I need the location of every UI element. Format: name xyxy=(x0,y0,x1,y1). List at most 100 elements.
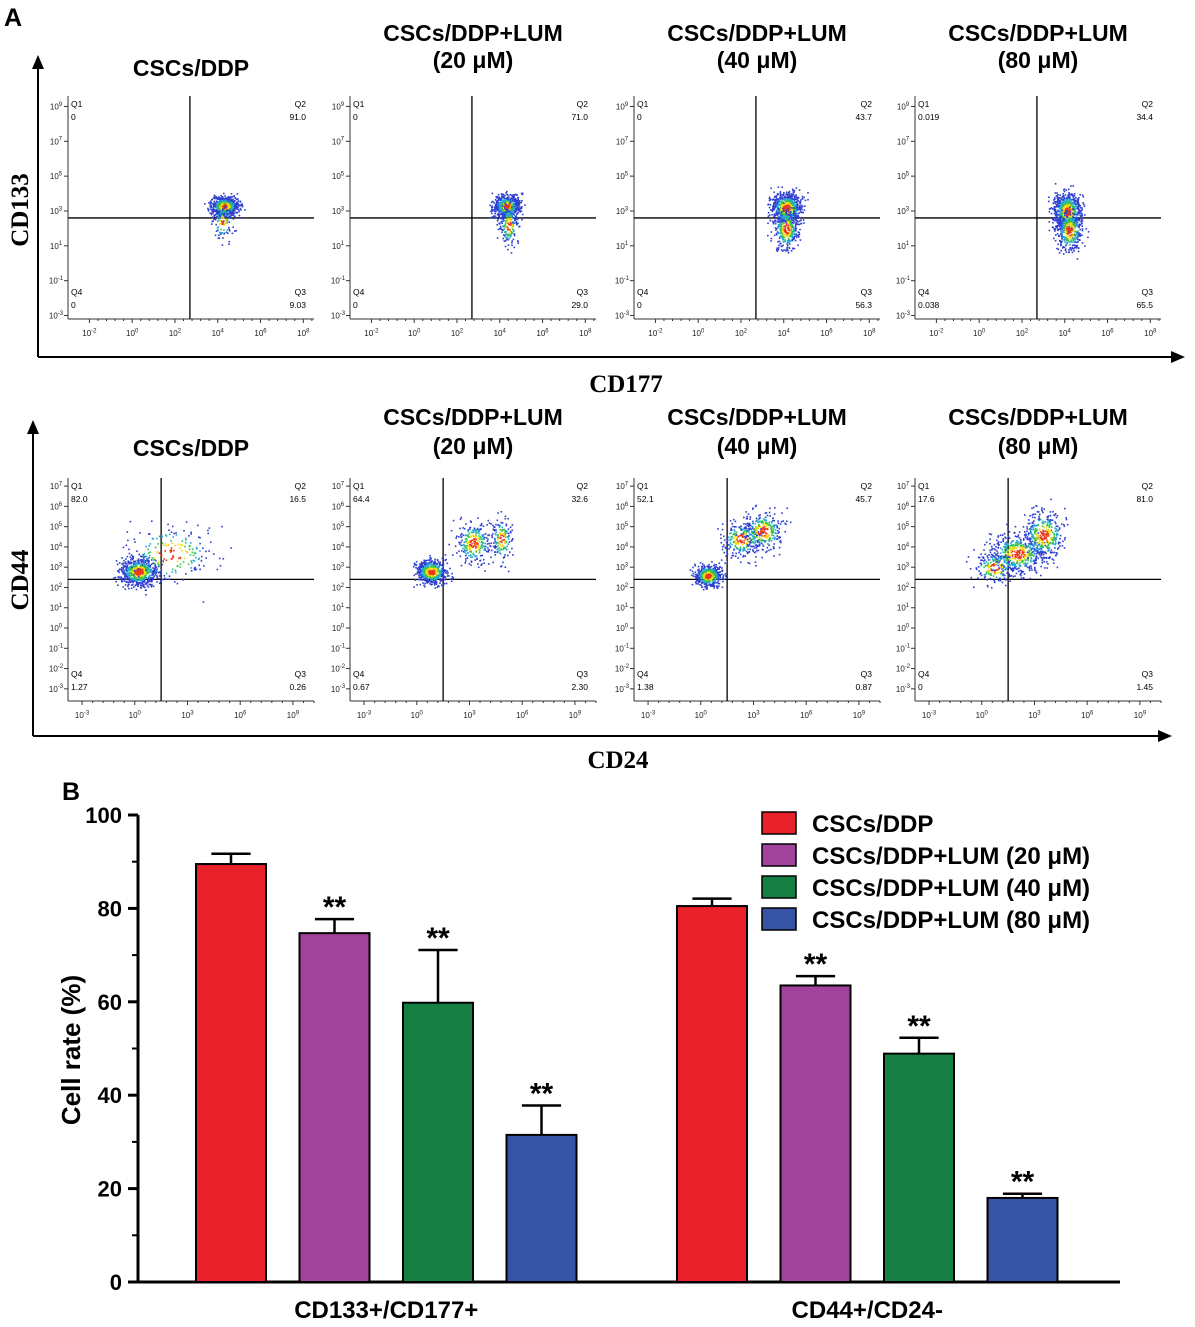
q1-name: Q1 xyxy=(637,481,649,491)
panel-title: CSCs/DDP xyxy=(133,55,249,81)
q3-value: 65.5 xyxy=(1136,300,1153,310)
q1-name: Q1 xyxy=(918,99,930,109)
flow-panel: CSCs/DDP+LUM (80 μM) 10-3 100 103 106 109 107 10… xyxy=(896,404,1162,720)
legend-swatch xyxy=(761,875,797,899)
y-tick-label: 10-2 xyxy=(896,664,911,674)
q3-value: 1.45 xyxy=(1136,682,1153,692)
legend-swatch xyxy=(761,907,797,931)
q2-name: Q2 xyxy=(577,99,589,109)
x-tick-label: 10-2 xyxy=(929,328,944,338)
x-tick-label: 100 xyxy=(129,710,142,720)
q2-name: Q2 xyxy=(577,481,589,491)
q4-name: Q4 xyxy=(637,287,649,297)
x-tick-label: 106 xyxy=(254,328,267,338)
bar xyxy=(676,905,748,1283)
event-scatter-cloud xyxy=(965,498,1069,589)
y-tick-label: 107 xyxy=(332,482,345,492)
x-tick-label: 100 xyxy=(976,710,989,720)
q2-value: 43.7 xyxy=(855,112,872,122)
panel-a-label: A xyxy=(4,4,22,32)
x-tick-label: 100 xyxy=(411,710,424,720)
y-tick-label: 10-3 xyxy=(49,684,64,694)
q4-value: 1.38 xyxy=(637,682,654,692)
x-tick-label: 108 xyxy=(297,328,310,338)
q3-name: Q3 xyxy=(1142,287,1154,297)
y-tick-label: 107 xyxy=(897,482,910,492)
y-tick-label: 80 xyxy=(98,896,122,921)
y-tick-label: 10-3 xyxy=(896,311,911,321)
x-tick-label: 109 xyxy=(1134,710,1147,720)
y-tick-label: 10-1 xyxy=(49,644,64,654)
q1-value: 0 xyxy=(353,112,358,122)
q4-name: Q4 xyxy=(918,287,930,297)
panel-title: CSCs/DDP+LUM xyxy=(667,404,847,430)
q4-value: 0.038 xyxy=(918,300,940,310)
flow-panel: CSCs/DDP+LUM (20 μM) 10-3 100 103 106 109 107 10… xyxy=(331,404,597,720)
event-scatter-cloud xyxy=(412,511,514,589)
y-tick-label: 10-1 xyxy=(49,276,64,286)
y-tick-label: 10-3 xyxy=(49,311,64,321)
q1-value: 0 xyxy=(71,112,76,122)
q3-value: 9.03 xyxy=(289,300,306,310)
significance-marker: ** xyxy=(323,891,347,924)
q3-name: Q3 xyxy=(295,287,307,297)
q4-value: 0 xyxy=(918,682,923,692)
x-tick-label: 10-3 xyxy=(75,710,90,720)
x-marker-arrow xyxy=(1158,730,1172,742)
q3-name: Q3 xyxy=(577,287,589,297)
q3-value: 2.30 xyxy=(571,682,588,692)
q4-value: 1.27 xyxy=(71,682,88,692)
flow-panel: CSCs/DDP+LUM(20 μM) 10-2 100 102 104 106 108 10… xyxy=(331,20,596,338)
x-tick-label: 109 xyxy=(287,710,300,720)
x-tick-label: 104 xyxy=(212,328,225,338)
q2-name: Q2 xyxy=(295,481,307,491)
x-tick-label: 104 xyxy=(494,328,507,338)
flow-panel: CSCs/DDP+LUM (40 μM) 10-3 100 103 106 109 107 10… xyxy=(615,404,881,720)
y-tick-label: 101 xyxy=(50,241,63,251)
y-tick-label: 104 xyxy=(616,542,629,552)
panel-b-label: B xyxy=(62,778,80,806)
y-tick-label: 101 xyxy=(332,603,345,613)
legend-label: CSCs/DDP+LUM (20 μM) xyxy=(812,843,1090,870)
x-tick-label: 109 xyxy=(853,710,866,720)
bar xyxy=(779,984,852,1284)
flow-panel: CSCs/DDP+LUM(40 μM) 10-2 100 102 104 106 108 10… xyxy=(615,20,880,338)
q4-value: 0 xyxy=(637,300,642,310)
significance-marker: ** xyxy=(530,1077,554,1110)
x-category-label: CD44+/CD24- xyxy=(792,1297,943,1324)
q4-name: Q4 xyxy=(637,669,649,679)
q3-name: Q3 xyxy=(861,287,873,297)
q1-value: 52.1 xyxy=(637,494,654,504)
y-tick-label: 103 xyxy=(332,206,345,216)
flow-panel: CSCs/DDP 10-3 100 103 106 109 107 106 105 104 103 1… xyxy=(49,435,315,720)
event-scatter-cloud xyxy=(767,186,809,254)
q2-value: 81.0 xyxy=(1136,494,1153,504)
x-tick-label: 106 xyxy=(234,710,247,720)
y-tick-label: 104 xyxy=(897,542,910,552)
legend-label: CSCs/DDP+LUM (80 μM) xyxy=(812,907,1090,934)
panel-title: CSCs/DDP+LUM xyxy=(383,20,563,46)
x-tick-label: 108 xyxy=(863,328,876,338)
bar xyxy=(195,863,267,1283)
x-tick-label: 10-3 xyxy=(922,710,937,720)
q2-value: 71.0 xyxy=(571,112,588,122)
significance-marker: ** xyxy=(426,922,450,955)
y-tick-label: 10-1 xyxy=(331,276,346,286)
y-tick-label: 107 xyxy=(616,482,629,492)
y-tick-label: 109 xyxy=(616,102,629,112)
x-tick-label: 103 xyxy=(1028,710,1041,720)
y-tick-label: 107 xyxy=(50,482,63,492)
x-tick-label: 100 xyxy=(973,328,986,338)
y-tick-label: 100 xyxy=(50,623,63,633)
y-tick-label: 105 xyxy=(50,522,63,532)
event-scatter-cloud xyxy=(1048,183,1090,260)
q1-value: 0 xyxy=(637,112,642,122)
q4-name: Q4 xyxy=(353,287,365,297)
y-tick-label: 105 xyxy=(50,172,63,182)
q2-name: Q2 xyxy=(1142,99,1154,109)
y-tick-label: 105 xyxy=(332,522,345,532)
q3-name: Q3 xyxy=(295,669,307,679)
y-tick-label: 103 xyxy=(897,206,910,216)
q1-name: Q1 xyxy=(353,99,365,109)
